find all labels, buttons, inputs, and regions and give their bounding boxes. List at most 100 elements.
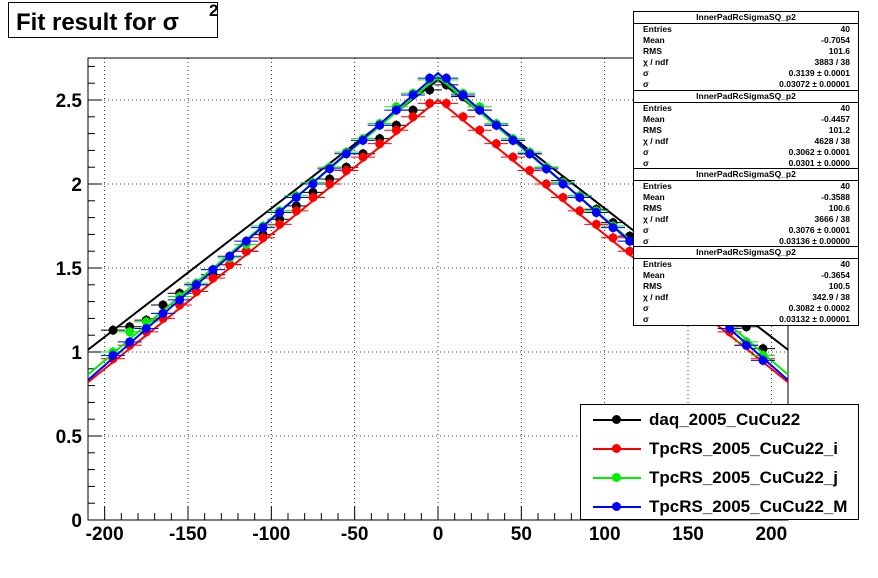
data-point [258,233,268,243]
x-tick-label: 150 [672,524,704,545]
legend-marker [612,502,621,511]
data-point [241,246,251,256]
data-point [525,166,535,176]
stats-title: InnerPadRcSigmaSQ_p2 [634,247,858,259]
data-point [125,327,135,337]
data-point [625,246,635,256]
stats-label: Entries [643,103,672,113]
stats-title: InnerPadRcSigmaSQ_p2 [634,91,858,103]
legend-item: TpcRS_2005_CuCu22_i [581,434,858,463]
legend-marker [612,473,621,482]
data-point [275,219,285,229]
data-point [608,233,618,243]
data-point [591,208,601,218]
data-point [358,152,368,162]
data-point [508,135,518,145]
legend-label: TpcRS_2005_CuCu22_j [649,468,838,487]
stats-value: 40 [840,103,850,113]
data-point [358,135,368,145]
stats-row: σ 0.3076 ± 0.0001 [634,225,858,236]
data-point [141,317,151,327]
y-tick-label: 1 [71,343,82,364]
data-point [141,323,151,333]
stats-value: -0.3654 [821,270,850,280]
legend-label: TpcRS_2005_CuCu22_M [649,497,848,516]
data-point [458,90,468,100]
legend-marker [612,415,621,424]
x-tick-label: 100 [589,524,621,545]
stats-label: Mean [643,270,665,280]
stats-row: RMS 101.6 [634,46,858,57]
data-point [558,179,568,189]
data-point [391,105,401,115]
data-point [408,90,418,100]
y-tick-label: 2 [71,175,82,196]
stats-row: σ 0.03132 ± 0.00001 [634,314,858,325]
chart-title-superscript: 2 [209,1,219,20]
stats-label: σ [643,225,649,235]
x-tick-label: 50 [511,524,532,545]
data-point [175,295,185,305]
stats-label: RMS [643,125,662,135]
data-point [608,223,618,233]
data-point [525,149,535,159]
stats-label: χ / ndf [643,136,669,146]
stats-label: Entries [643,259,672,269]
data-point [475,105,485,115]
stats-label: σ [643,314,649,324]
data-point [158,308,168,318]
stats-label: σ [643,158,649,168]
data-point [458,112,468,122]
stats-value: 0.3062 ± 0.0001 [788,147,850,157]
data-point [491,120,501,130]
data-point [408,105,418,115]
legend-label: daq_2005_CuCu22 [649,410,801,429]
data-point [108,350,118,360]
stats-label: Entries [643,181,672,191]
stats-row: Entries 40 [634,181,858,192]
data-point [541,164,551,174]
stats-row: Mean -0.3654 [634,270,858,281]
y-tick-label: 0.5 [56,427,83,448]
stats-label: RMS [643,46,662,56]
x-tick-label: -50 [341,524,368,545]
y-tick-label: 0 [71,511,82,532]
stats-value: 40 [840,181,850,191]
stats-row: χ / ndf 4628 / 38 [634,136,858,147]
data-point [325,164,335,174]
data-point [158,300,168,310]
data-point [491,139,501,149]
data-point [725,323,735,333]
stats-row: χ / ndf 3666 / 38 [634,214,858,225]
stats-value: 0.03072 ± 0.00001 [779,79,850,89]
data-point [208,265,218,275]
stats-value: 101.6 [828,46,850,56]
stats-label: σ [643,68,649,78]
stats-label: RMS [643,281,662,291]
stats-row: σ 0.3139 ± 0.0001 [634,68,858,79]
stats-row: Entries 40 [634,103,858,114]
data-point [425,98,435,108]
stats-label: χ / ndf [643,214,669,224]
data-point [108,325,118,335]
stats-label: χ / ndf [643,292,669,302]
data-point [441,73,451,83]
data-point [391,125,401,135]
data-point [291,192,301,202]
series [87,71,789,384]
data-point [308,179,318,189]
legend-item: TpcRS_2005_CuCu22_j [581,463,858,492]
stats-value: 3883 / 38 [814,57,850,67]
chart-title: Fit result for σ [16,9,180,36]
data-point [291,206,301,216]
stats-label: σ [643,79,649,89]
data-point [225,260,235,270]
stats-label: RMS [643,203,662,213]
data-point [541,179,551,189]
data-point [591,219,601,229]
stats-row: σ 0.03072 ± 0.00001 [634,79,858,90]
data-point [575,192,585,202]
stats-value: 0.3082 ± 0.0002 [788,303,850,313]
stats-value: -0.7054 [821,35,850,45]
stats-box: InnerPadRcSigmaSQ_p2 Entries 40 Mean -0.3588… [633,168,859,248]
